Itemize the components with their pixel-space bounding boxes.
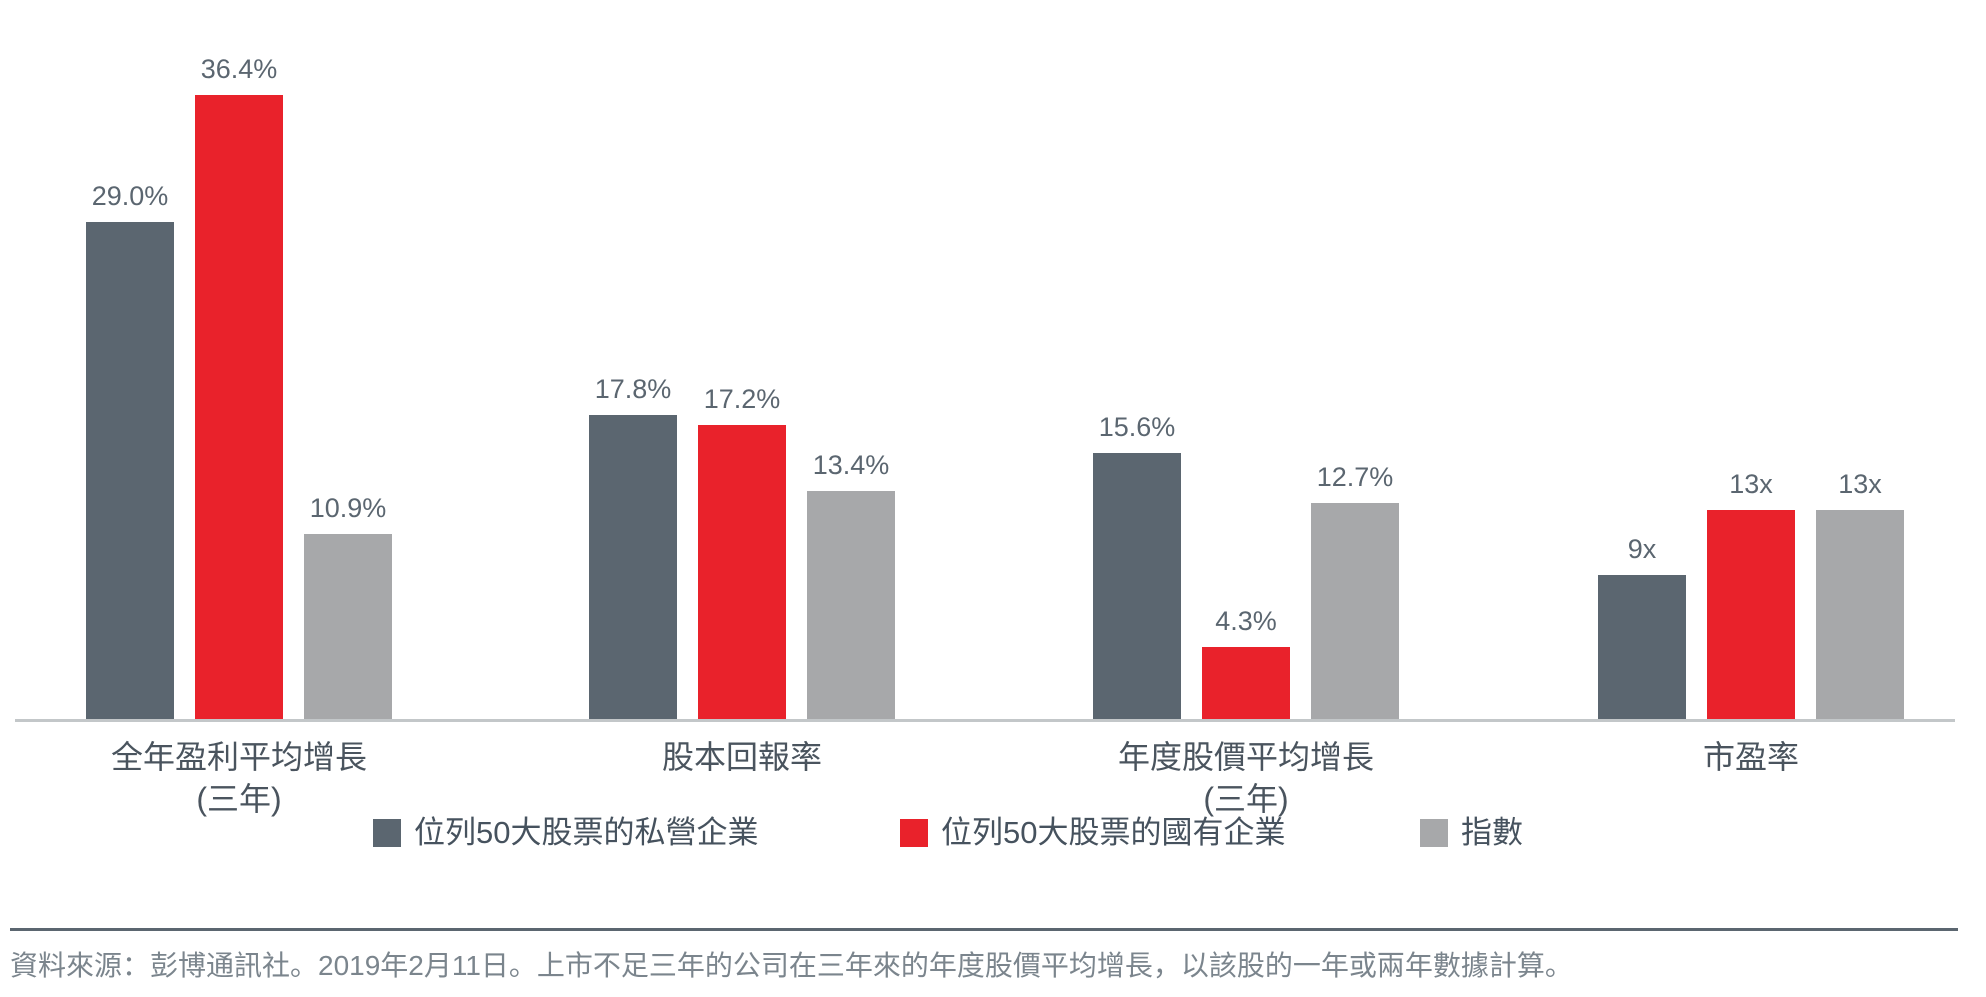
- footer-divider: [10, 928, 1958, 931]
- bar-value-label: 17.2%: [703, 384, 781, 414]
- bar-soe-cat1: [195, 95, 283, 721]
- bar-index-cat3: [1311, 503, 1399, 721]
- bar-value-label: 13x: [1838, 469, 1882, 499]
- legend-item-soe: 位列50大股票的國有企業: [900, 815, 1286, 850]
- source-note: 資料來源：彭博通訊社。2019年2月11日。上市不足三年的公司在三年來的年度股價…: [10, 950, 1573, 981]
- category-label-line1: 股本回報率: [661, 739, 822, 775]
- legend-label: 位列50大股票的私營企業: [414, 815, 759, 850]
- bar-private-cat1: [86, 222, 174, 721]
- bar-soe-cat4: [1707, 510, 1795, 721]
- bar-value-label: 17.8%: [594, 374, 672, 404]
- x-axis-line: [15, 719, 1955, 722]
- category-label-3: 年度股價平均增長 (三年): [996, 736, 1496, 820]
- bar-value-label: 36.4%: [200, 54, 278, 84]
- bar-private-cat4: [1598, 575, 1686, 721]
- bar-value-label: 4.3%: [1215, 606, 1277, 636]
- bar-index-cat4: [1816, 510, 1904, 721]
- bar-value-label: 29.0%: [91, 181, 169, 211]
- legend-swatch-private: [373, 819, 401, 847]
- category-label-4: 市盈率: [1501, 736, 1986, 778]
- category-label-line1: 市盈率: [1702, 739, 1799, 775]
- bar-value-label: 13x: [1729, 469, 1773, 499]
- bar-soe-cat3: [1202, 647, 1290, 721]
- category-label-line2: (三年): [196, 781, 282, 817]
- category-label-line1: 年度股價平均增長: [1117, 739, 1374, 775]
- bar-index-cat2: [807, 491, 895, 721]
- bar-private-cat3: [1093, 453, 1181, 721]
- bar-value-label: 13.4%: [812, 450, 890, 480]
- legend-item-private: 位列50大股票的私營企業: [373, 815, 759, 850]
- bar-private-cat2: [589, 415, 677, 721]
- category-label-line1: 全年盈利平均增長: [110, 739, 367, 775]
- category-label-line2: (三年): [1203, 781, 1289, 817]
- bar-value-label: 9x: [1627, 534, 1657, 564]
- legend-label: 指數: [1461, 815, 1523, 850]
- legend-swatch-index: [1420, 819, 1448, 847]
- category-label-1: 全年盈利平均增長 (三年): [0, 736, 489, 820]
- legend-swatch-soe: [900, 819, 928, 847]
- bar-value-label: 15.6%: [1098, 412, 1176, 442]
- bar-value-label: 10.9%: [309, 493, 387, 523]
- bar-value-label: 12.7%: [1316, 462, 1394, 492]
- legend-item-index: 指數: [1420, 815, 1523, 850]
- bar-soe-cat2: [698, 425, 786, 721]
- legend-label: 位列50大股票的國有企業: [941, 815, 1286, 850]
- category-label-2: 股本回報率: [492, 736, 992, 778]
- bar-index-cat1: [304, 534, 392, 721]
